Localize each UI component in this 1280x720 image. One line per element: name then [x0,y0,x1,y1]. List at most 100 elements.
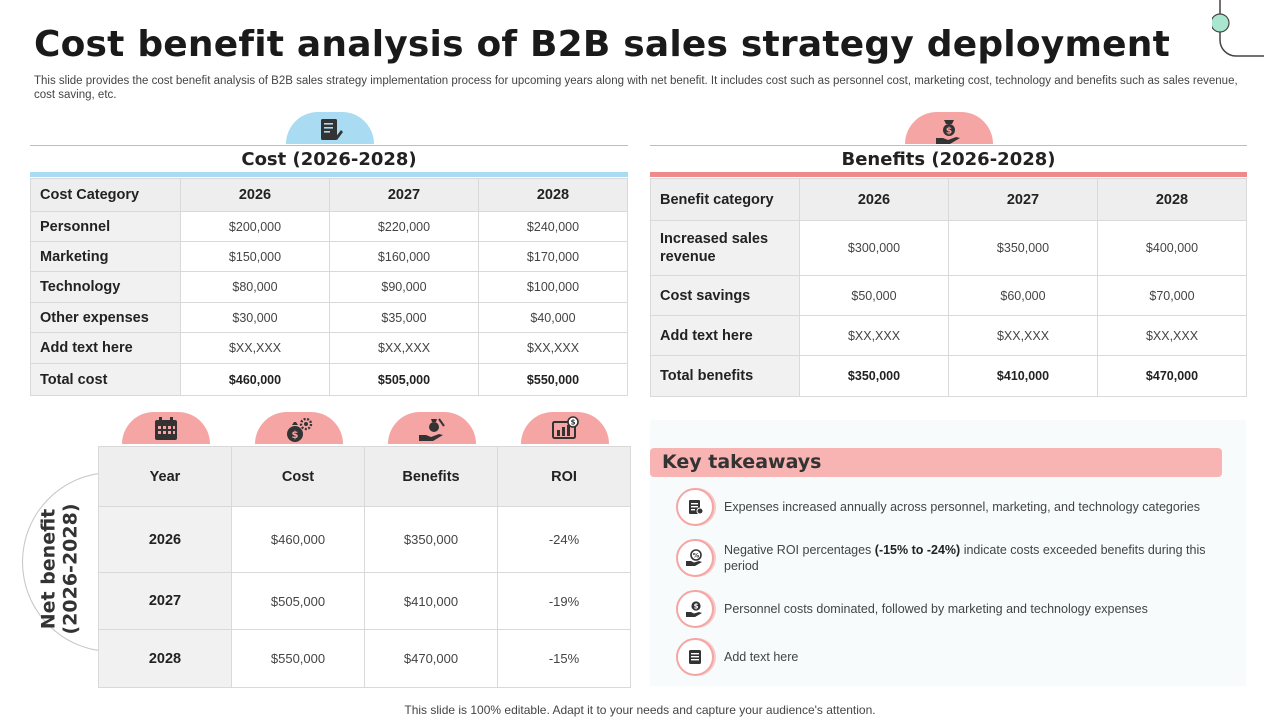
takeaways-header: Key takeaways [650,448,1222,477]
benefit-category: Increased sales revenue [650,220,800,276]
table-row: Add text here $XX,XXX $XX,XXX $XX,XXX [30,332,628,364]
dollar-hand-icon: $ [676,590,714,628]
roi-chart-icon: $ [552,416,579,439]
net-benefit-label-line1: Net benefit [37,508,60,630]
table-row: Marketing $150,000 $160,000 $170,000 [30,241,628,272]
benefit-cell: $470,000 [1097,355,1247,397]
cost-cell: $80,000 [180,271,330,303]
net-cell: $350,000 [364,506,498,573]
benefits-heading: Benefits (2026-2028) [841,149,1056,170]
cost-cell: $40,000 [478,302,628,333]
benefits-table: Benefit category 2026 2027 2028 Increase… [650,178,1247,397]
cost-category: Personnel [30,211,181,242]
table-row-total: Total benefits $350,000 $410,000 $470,00… [650,355,1247,397]
net-benefit-table: Year Cost Benefits ROI 2026 $460,000 $35… [98,446,631,688]
net-cell: -19% [497,572,631,630]
benefit-cell: $70,000 [1097,275,1247,316]
benefit-cell: $XX,XXX [799,315,949,356]
benefit-cell: $50,000 [799,275,949,316]
footer-note: This slide is 100% editable. Adapt it to… [404,703,876,717]
table-row: Personnel $200,000 $220,000 $240,000 [30,211,628,242]
notes-icon [676,638,714,676]
benefits-icon-badge: $ [905,112,993,144]
cost-header: Cost (2026-2028) [30,145,628,177]
net-year: 2026 [98,506,232,573]
calendar-icon [155,417,177,440]
takeaway-item: Expenses increased annually across perso… [676,488,1236,526]
hand-money-icon [419,418,445,441]
benefits-col-header: Benefit category [650,178,800,221]
net-year: 2027 [98,572,232,630]
cost-header-row: Cost Category 2026 2027 2028 [30,178,628,212]
money-bag-gear-icon: $ [287,417,313,442]
benefit-cell: $XX,XXX [1097,315,1247,356]
cost-category: Other expenses [30,302,181,333]
takeaway-item: % Negative ROI percentages (-15% to -24%… [676,539,1236,577]
benefit-category: Add text here [650,315,800,356]
table-row-total: Total cost $460,000 $505,000 $550,000 [30,363,628,396]
cost-category: Add text here [30,332,181,364]
net-cell: $460,000 [231,506,365,573]
svg-text:$: $ [694,603,699,611]
benefit-cell: $350,000 [799,355,949,397]
benefits-col-header: 2028 [1097,178,1247,221]
cost-cell: $460,000 [180,363,330,396]
net-cell: $550,000 [231,629,365,688]
cost-category: Technology [30,271,181,303]
net-col-header: Cost [231,446,365,507]
net-header-row: Year Cost Benefits ROI [98,446,631,507]
benefits-header-row: Benefit category 2026 2027 2028 [650,178,1247,221]
cost-cell: $160,000 [329,241,479,272]
benefit-category: Cost savings [650,275,800,316]
benefit-cell: $350,000 [948,220,1098,276]
svg-text:%: % [693,552,700,560]
takeaway-text: Personnel costs dominated, followed by m… [724,602,1148,616]
benefits-header-bar [650,172,1247,177]
cost-column-icon-badge: $ [255,412,343,444]
cost-cell: $150,000 [180,241,330,272]
takeaway-item: Add text here [676,638,1236,676]
cost-heading: Cost (2026-2028) [241,149,417,170]
cost-cell: $30,000 [180,302,330,333]
document-pen-icon [321,119,343,140]
cost-col-header: Cost Category [30,178,181,212]
net-benefit-label: Net benefit (2026-2028) [16,503,102,634]
takeaway-text-part: Negative ROI percentages [724,543,875,557]
page-title: Cost benefit analysis of B2B sales strat… [34,24,1171,65]
table-row: Add text here $XX,XXX $XX,XXX $XX,XXX [650,315,1247,356]
benefit-cell: $410,000 [948,355,1098,397]
benefits-column-icon-badge [388,412,476,444]
benefit-cell: $XX,XXX [948,315,1098,356]
cost-cell: $90,000 [329,271,479,303]
net-cell: -15% [497,629,631,688]
net-cell: $470,000 [364,629,498,688]
cost-header-bar [30,172,628,177]
benefit-cell: $300,000 [799,220,949,276]
net-col-header: Benefits [364,446,498,507]
table-row: Increased sales revenue $300,000 $350,00… [650,220,1247,276]
corner-decoration [1212,0,1264,57]
benefit-category: Total benefits [650,355,800,397]
cost-cell: $200,000 [180,211,330,242]
cost-cell: $100,000 [478,271,628,303]
cost-icon-badge [286,112,374,144]
table-row: 2027 $505,000 $410,000 -19% [98,572,631,630]
year-icon-badge [122,412,210,444]
benefits-col-header: 2026 [799,178,949,221]
report-icon [676,488,714,526]
cost-cell: $35,000 [329,302,479,333]
takeaway-text: Expenses increased annually across perso… [724,500,1200,514]
page-subtitle: This slide provides the cost benefit ana… [34,75,1238,101]
cost-table: Cost Category 2026 2027 2028 Personnel $… [30,178,628,396]
cost-cell: $505,000 [329,363,479,396]
cost-cell: $XX,XXX [180,332,330,364]
table-row: 2026 $460,000 $350,000 -24% [98,506,631,573]
takeaway-text: Add text here [724,650,799,664]
takeaways-heading: Key takeaways [662,451,822,473]
benefit-cell: $60,000 [948,275,1098,316]
cost-category: Marketing [30,241,181,272]
cost-cell: $220,000 [329,211,479,242]
cost-cell: $240,000 [478,211,628,242]
net-cell: -24% [497,506,631,573]
cost-col-header: 2026 [180,178,330,212]
